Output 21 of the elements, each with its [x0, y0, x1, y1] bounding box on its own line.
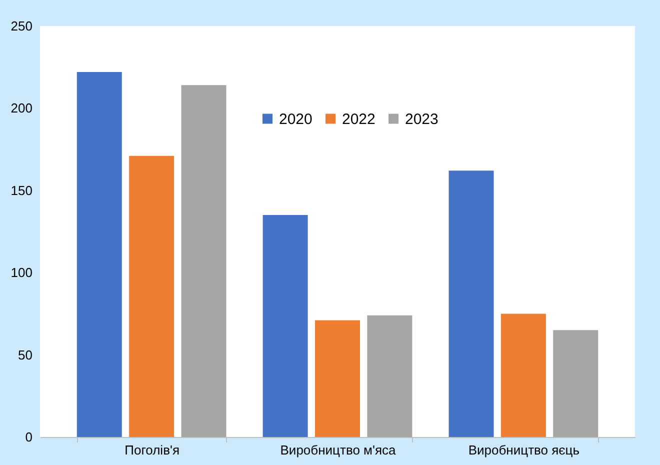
bar [262, 215, 308, 437]
bar [129, 156, 174, 437]
y-tick-label: 200 [10, 100, 32, 116]
y-tick-label: 100 [10, 265, 32, 280]
y-tick-label: 250 [10, 18, 32, 34]
y-tick-label: 0 [25, 430, 32, 444]
bar [76, 72, 122, 437]
legend-label: 2023 [405, 110, 438, 128]
bar [553, 330, 598, 437]
bar [367, 315, 412, 437]
bar [181, 85, 226, 437]
bar [315, 320, 360, 437]
y-tick-label: 50 [18, 347, 32, 362]
x-tick-label: Виробництво м'яса [280, 442, 396, 458]
bar [448, 170, 494, 437]
bar [500, 314, 546, 437]
x-tick-label: Виробництво яєць [468, 442, 580, 458]
y-tick-label: 150 [10, 182, 32, 198]
legend-label: 2022 [342, 110, 376, 128]
x-tick-label: Поголів'я [124, 442, 180, 458]
legend-label: 2020 [279, 110, 312, 128]
